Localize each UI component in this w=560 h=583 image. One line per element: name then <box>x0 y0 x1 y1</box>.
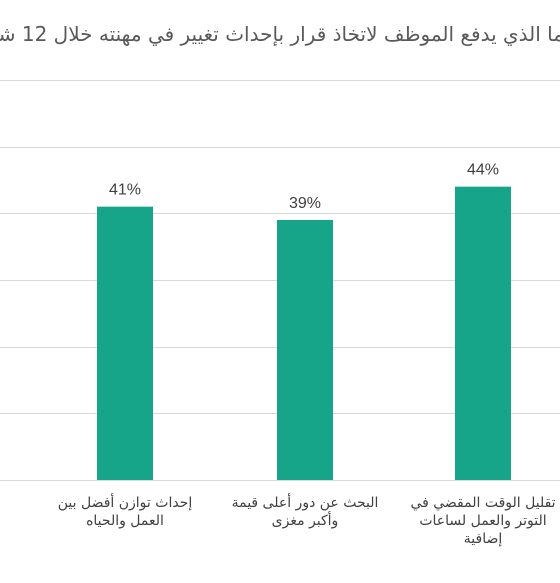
data-labels: 41% 39% 44% <box>109 162 499 212</box>
bars <box>97 186 511 480</box>
bar <box>455 186 511 480</box>
category-label: إحداث توازن أفضل بين العمل والحياه <box>57 495 193 529</box>
bar <box>97 206 153 480</box>
data-label: 44% <box>467 162 499 179</box>
data-label: 39% <box>289 195 321 212</box>
category-label: البحث عن دور أعلى قيمة وأكبر مغزى <box>231 495 379 529</box>
chart-title: ما الذي يدفع الموظف لاتخاذ قرار بإحداث ت… <box>0 22 560 46</box>
category-label: العمل <box>0 494 20 512</box>
category-label: تقليل الوقت المقضي في التوتر والعمل لساع… <box>410 495 556 547</box>
data-label: 41% <box>109 182 141 199</box>
bar <box>277 220 333 480</box>
